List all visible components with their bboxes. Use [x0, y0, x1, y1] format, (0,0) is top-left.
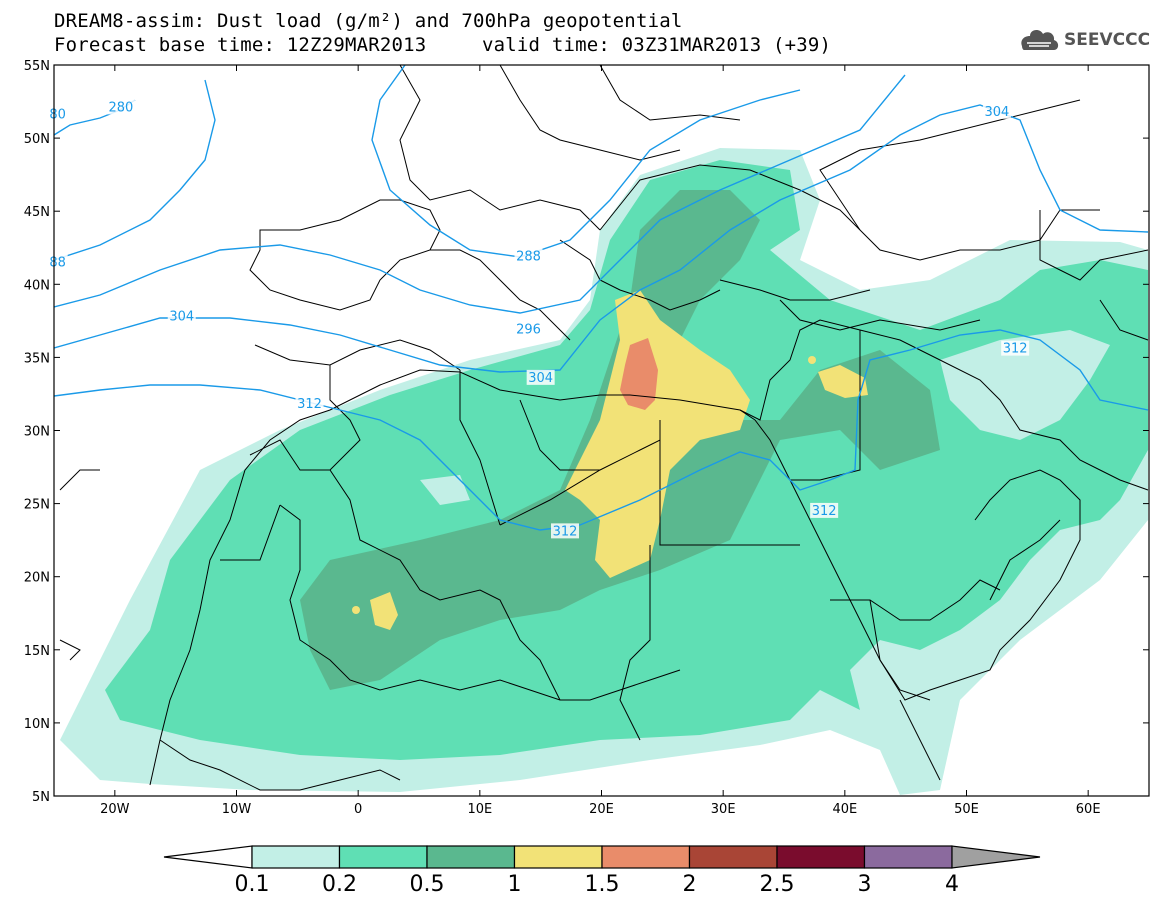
cloud-icon: [1021, 30, 1059, 50]
map-title: DREAM8-assim: Dust load (g/m²) and 700hP…: [54, 10, 683, 32]
lat-label: 45N: [24, 205, 50, 220]
dust-field-1: [818, 365, 868, 398]
lon-label: 40E: [832, 802, 857, 817]
contour-label: 288: [516, 250, 541, 265]
contour-label-bg: [47, 106, 68, 122]
contour-label: 312: [812, 504, 837, 519]
colorbar-tick-label: 0.2: [322, 872, 357, 897]
contour-label: 304: [528, 371, 553, 386]
contour-288: [54, 79, 216, 261]
contour-label: 312: [297, 397, 322, 412]
colorbar-segment: [601, 845, 691, 869]
dust-field-1: [565, 290, 750, 578]
lat-label: 55N: [24, 59, 50, 74]
seevccc-logo: SEEVCCC: [1018, 26, 1150, 54]
contour-label: 312: [553, 524, 578, 539]
lat-label: 50N: [24, 132, 50, 147]
contour-label: 280: [109, 100, 134, 115]
contour-label-bg: [810, 502, 839, 518]
country-borders: [59, 65, 1149, 791]
contour-304: [54, 104, 1149, 373]
axis-labels: 55N 50N 45N 40N 35N 30N 25N 20N 15N 10N 5N 20W 10W 0 1…: [24, 59, 1101, 817]
colorbar-tick-label: 2: [683, 872, 697, 897]
lon-label: 10W: [222, 802, 252, 817]
colorbar: 0.1 0.2 0.5 1 1.5 2 2.5 3 4: [163, 845, 1041, 897]
lat-label: 30N: [24, 425, 50, 440]
forecast-base-time: Forecast base time: 12Z29MAR2013: [54, 34, 427, 56]
contour-label-bg: [167, 308, 196, 324]
colorbar-tick-label: 0.1: [235, 872, 270, 897]
dust-fields: [60, 148, 1148, 795]
colorbar-tick-label: 4: [945, 872, 959, 897]
dust-field-1: [370, 592, 398, 630]
colorbar-right-arrow: [951, 845, 1041, 869]
contour-label-bg: [514, 321, 543, 337]
contour-312: [54, 329, 1149, 531]
lat-label: 5N: [32, 790, 50, 805]
lon-label: 30E: [711, 802, 736, 817]
contour-label-bg: [526, 369, 555, 385]
contour-label: 80: [49, 108, 66, 123]
lon-label: 60E: [1076, 802, 1101, 817]
axis-ticks: [54, 64, 1149, 797]
colorbar-tick-label: 1.5: [585, 872, 620, 897]
contour-label-bg: [106, 99, 135, 115]
lat-label: 15N: [24, 644, 50, 659]
lat-label: 40N: [24, 278, 50, 293]
contour-label: 304: [169, 309, 194, 324]
lon-label: 50E: [954, 802, 979, 817]
colorbar-tick-label: 2.5: [760, 872, 795, 897]
lat-label: 20N: [24, 571, 50, 586]
colorbar-tick-label: 1: [508, 872, 522, 897]
dust-field-1.5: [620, 338, 658, 410]
contour-label-bg: [514, 248, 543, 264]
contour-labels: 280 80 88 288 296 304 304 304 312 312 312 312: [47, 99, 1030, 539]
colorbar-segment: [251, 845, 341, 869]
colorbar-segment: [688, 845, 778, 869]
lon-label: 10E: [467, 802, 492, 817]
valid-time: valid time: 03Z31MAR2013 (+39): [482, 34, 832, 56]
lon-label: 20E: [589, 802, 614, 817]
lat-label: 35N: [24, 351, 50, 366]
contour-label: 312: [1003, 342, 1028, 357]
colorbar-segment: [426, 845, 516, 869]
colorbar-tick-label: 3: [858, 872, 872, 897]
contour-label-bg: [551, 523, 579, 539]
contour-label-bg: [982, 103, 1011, 119]
colorbar-tick-label: 0.5: [410, 872, 445, 897]
contour-label-bg: [47, 254, 68, 270]
logo-text: SEEVCCC: [1064, 30, 1151, 50]
lat-label: 10N: [24, 717, 50, 732]
dust-field-hole: [940, 330, 1110, 440]
dust-field-hole: [420, 475, 470, 505]
lon-label: 20W: [100, 802, 130, 817]
dust-field-1: [808, 356, 816, 364]
lat-label: 25N: [24, 498, 50, 513]
geopotential-contours: [54, 65, 1149, 531]
colorbar-segment: [776, 845, 866, 869]
contour-label-bg: [1001, 340, 1030, 356]
contour-label: 88: [49, 255, 66, 270]
colorbar-left-arrow: [163, 845, 253, 869]
contour-label-bg: [295, 396, 324, 412]
contour-label: 296: [516, 323, 541, 338]
colorbar-segment: [863, 845, 953, 869]
colorbar-segment: [513, 845, 603, 869]
dust-field-1: [352, 606, 360, 614]
lon-label: 0: [354, 802, 362, 817]
colorbar-segment: [338, 845, 428, 869]
contour-296: [54, 74, 906, 314]
contour-label: 304: [985, 105, 1010, 120]
